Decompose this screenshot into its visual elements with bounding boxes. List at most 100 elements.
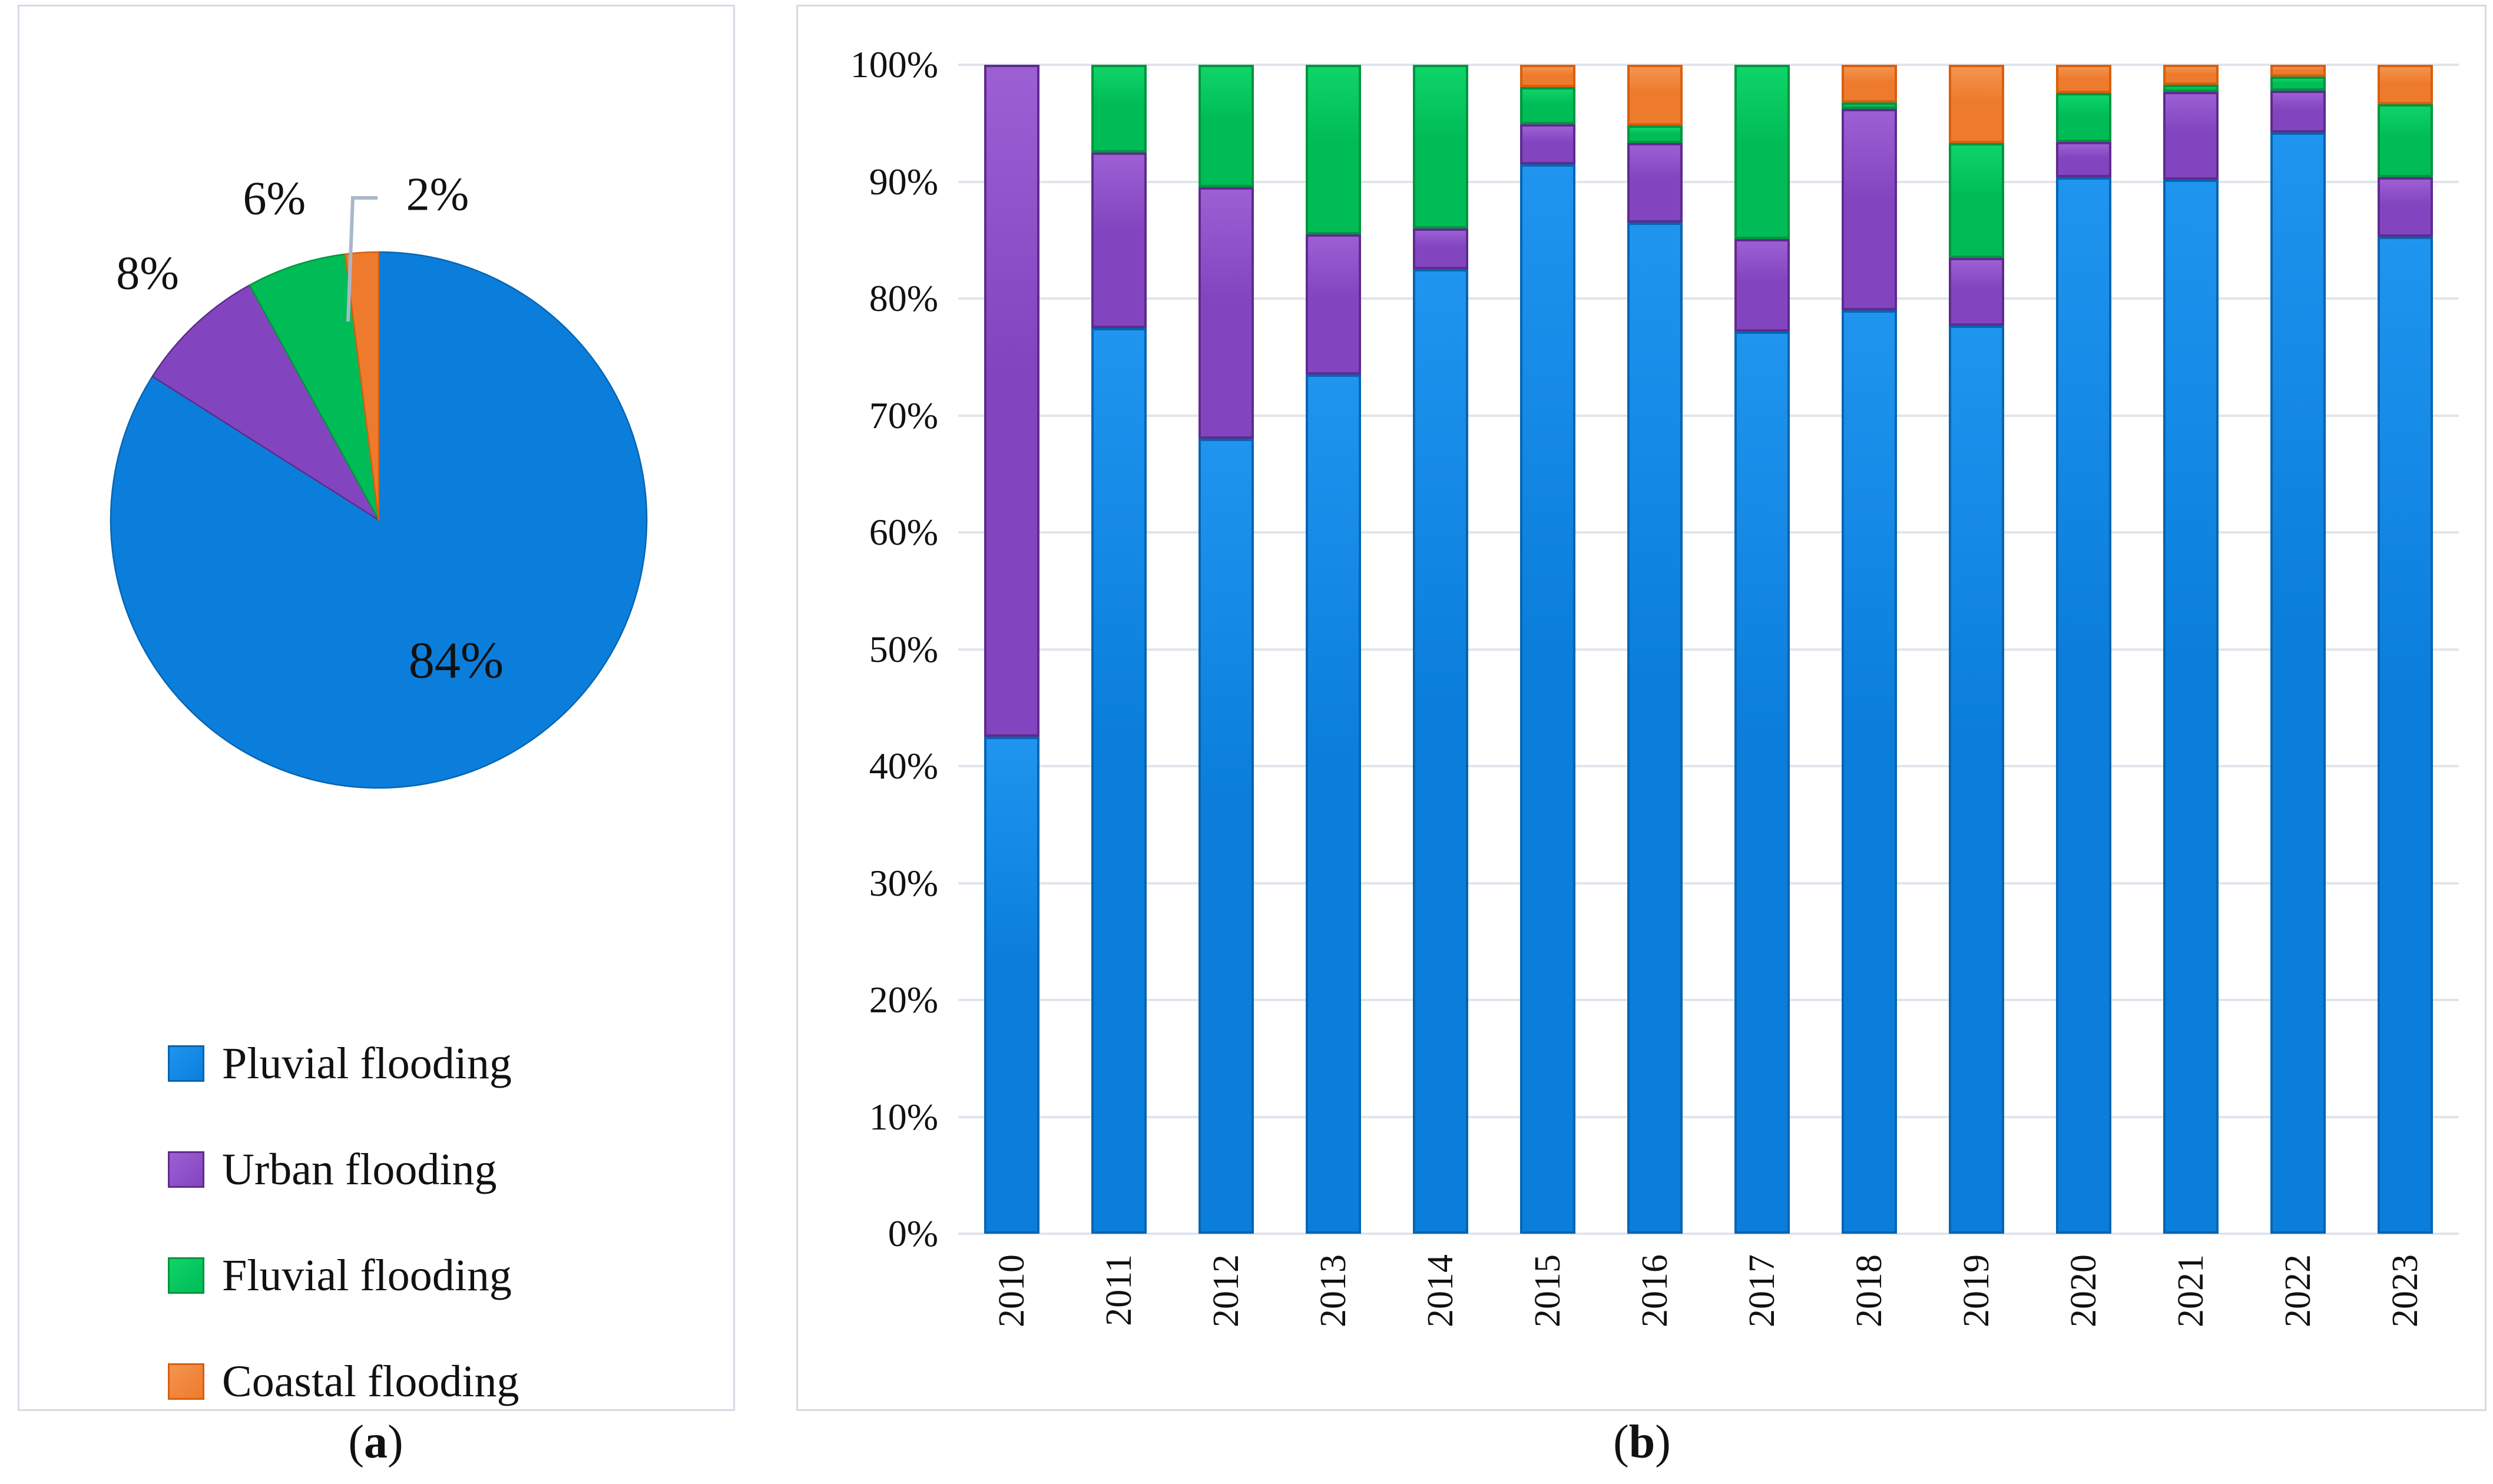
- panel-stacked-bar-chart: 0% 10% 20% 30% 40% 50% 60% 70% 80% 90% 100% 2010 201…: [796, 5, 2487, 1411]
- caption-letter-a: a: [364, 1416, 388, 1468]
- bar-segment-2023-coastal-flooding: [2378, 65, 2433, 105]
- x-axis-tick-2023: 2023: [2385, 1254, 2425, 1327]
- x-axis-tick-2021: 2021: [2171, 1254, 2211, 1327]
- bar-segment-2017-urban-flooding: [1734, 238, 1790, 332]
- legend-item-coastal-flooding: Coastal flooding: [168, 1348, 519, 1415]
- gridline-0%: [958, 1233, 2459, 1235]
- caption-open: (: [1613, 1416, 1629, 1468]
- x-axis-tick-2020: 2020: [2064, 1254, 2104, 1327]
- pie-label-pluvial-flooding: 84%: [408, 632, 504, 690]
- x-axis-tick-2019: 2019: [1956, 1254, 1997, 1327]
- bar-segment-2022-fluvial-flooding: [2270, 76, 2326, 91]
- gridline-80%: [958, 297, 2459, 300]
- gridline-30%: [958, 882, 2459, 885]
- caption-open: (: [348, 1416, 364, 1468]
- bar-segment-2020-urban-flooding: [2056, 142, 2111, 177]
- y-axis-tick-70%: 70%: [869, 394, 938, 436]
- bar-segment-2018-coastal-flooding: [1842, 65, 1897, 102]
- panel-pie-chart: 84% 8% 6% 2% Pluvial flooding Urban flooding…: [18, 5, 735, 1411]
- bar-segment-2010-urban-flooding: [984, 65, 1039, 737]
- bar-segment-2020-fluvial-flooding: [2056, 92, 2111, 142]
- pie-slice-coastal-flooding: [344, 251, 380, 521]
- gridline-40%: [958, 765, 2459, 767]
- caption-panel-b: (b): [1524, 1416, 1760, 1469]
- x-axis-tick-2018: 2018: [1849, 1254, 1889, 1327]
- bar-segment-2013-urban-flooding: [1306, 234, 1361, 375]
- pie-slice-urban-flooding: [151, 284, 380, 521]
- bar-segment-2011-pluvial-flooding: [1091, 327, 1147, 1234]
- y-axis-tick-90%: 90%: [869, 160, 938, 203]
- y-axis-tick-30%: 30%: [869, 862, 938, 904]
- bar-segment-2014-fluvial-flooding: [1413, 65, 1468, 228]
- gridline-70%: [958, 414, 2459, 417]
- legend-item-pluvial-flooding: Pluvial flooding: [168, 1030, 519, 1097]
- bar-segment-2013-fluvial-flooding: [1306, 65, 1361, 234]
- y-axis-tick-20%: 20%: [869, 979, 938, 1021]
- x-axis-tick-2011: 2011: [1099, 1254, 1139, 1326]
- gridline-60%: [958, 531, 2459, 534]
- bar-segment-2014-urban-flooding: [1413, 228, 1468, 270]
- y-axis-tick-0%: 0%: [888, 1213, 938, 1254]
- legend-item-fluvial-flooding: Fluvial flooding: [168, 1242, 519, 1309]
- x-axis-tick-2014: 2014: [1421, 1254, 1461, 1327]
- caption-close: ): [1655, 1416, 1671, 1468]
- bar-segment-2018-urban-flooding: [1842, 109, 1897, 310]
- bar-segment-2021-fluvial-flooding: [2163, 84, 2219, 92]
- bar-segment-2011-fluvial-flooding: [1091, 65, 1147, 153]
- bar-segment-2016-urban-flooding: [1627, 143, 1683, 223]
- y-axis-tick-50%: 50%: [869, 628, 938, 670]
- legend-label-urban-flooding: Urban flooding: [222, 1145, 497, 1194]
- bar-segment-2021-pluvial-flooding: [2163, 179, 2219, 1234]
- bar-segment-2018-pluvial-flooding: [1842, 310, 1897, 1234]
- x-axis-tick-2012: 2012: [1206, 1254, 1246, 1327]
- bar-segment-2023-pluvial-flooding: [2378, 236, 2433, 1234]
- bar-segment-2010-pluvial-flooding: [984, 737, 1039, 1234]
- pie-label-coastal-flooding: 2%: [406, 168, 469, 221]
- bar-segment-2019-coastal-flooding: [1949, 65, 2004, 143]
- x-axis-tick-2016: 2016: [1635, 1254, 1675, 1327]
- legend-swatch-coastal-icon: [168, 1363, 204, 1400]
- y-axis-tick-80%: 80%: [869, 277, 938, 319]
- x-axis-tick-2013: 2013: [1313, 1254, 1353, 1327]
- legend-label-pluvial-flooding: Pluvial flooding: [222, 1039, 512, 1088]
- bar-segment-2019-pluvial-flooding: [1949, 325, 2004, 1234]
- bar-segment-2023-urban-flooding: [2378, 177, 2433, 237]
- bar-segment-2020-coastal-flooding: [2056, 65, 2111, 93]
- pie-callout-leader-line: [346, 196, 378, 322]
- caption-close: ): [388, 1416, 403, 1468]
- bar-segment-2015-pluvial-flooding: [1520, 164, 1575, 1234]
- bar-segment-2022-pluvial-flooding: [2270, 132, 2326, 1234]
- gridline-10%: [958, 1115, 2459, 1118]
- pie-label-urban-flooding: 8%: [116, 247, 179, 300]
- bar-segment-2019-fluvial-flooding: [1949, 143, 2004, 258]
- y-axis-tick-100%: 100%: [850, 44, 938, 85]
- gridline-100%: [958, 64, 2459, 66]
- pie-label-fluvial-flooding: 6%: [243, 173, 306, 225]
- bar-segment-2017-pluvial-flooding: [1734, 331, 1790, 1234]
- caption-panel-a: (a): [258, 1416, 494, 1469]
- caption-letter-b: b: [1628, 1416, 1656, 1468]
- bar-segment-2013-pluvial-flooding: [1306, 375, 1361, 1234]
- legend: Pluvial flooding Urban flooding Fluvial fl…: [168, 1030, 519, 1454]
- bar-segment-2016-coastal-flooding: [1627, 65, 1683, 126]
- legend-swatch-urban-icon: [168, 1151, 204, 1188]
- gridline-20%: [958, 999, 2459, 1001]
- x-axis-tick-2022: 2022: [2278, 1254, 2318, 1327]
- x-axis-tick-2015: 2015: [1528, 1254, 1568, 1327]
- bar-segment-2017-fluvial-flooding: [1734, 65, 1790, 239]
- y-axis-tick-10%: 10%: [869, 1095, 938, 1138]
- bar-segment-2014-pluvial-flooding: [1413, 269, 1468, 1234]
- bar-segment-2011-urban-flooding: [1091, 152, 1147, 328]
- legend-swatch-fluvial-icon: [168, 1257, 204, 1294]
- legend-swatch-pluvial-icon: [168, 1045, 204, 1082]
- bar-segment-2020-pluvial-flooding: [2056, 177, 2111, 1234]
- gridline-50%: [958, 648, 2459, 651]
- legend-label-coastal-flooding: Coastal flooding: [222, 1357, 519, 1406]
- x-axis-tick-2010: 2010: [992, 1254, 1032, 1327]
- bar-segment-2023-fluvial-flooding: [2378, 104, 2433, 177]
- bar-segment-2018-fluvial-flooding: [1842, 102, 1897, 110]
- legend-label-fluvial-flooding: Fluvial flooding: [222, 1251, 512, 1300]
- bar-segment-2016-pluvial-flooding: [1627, 222, 1683, 1234]
- bar-segment-2021-urban-flooding: [2163, 91, 2219, 180]
- pie-chart: [110, 196, 648, 789]
